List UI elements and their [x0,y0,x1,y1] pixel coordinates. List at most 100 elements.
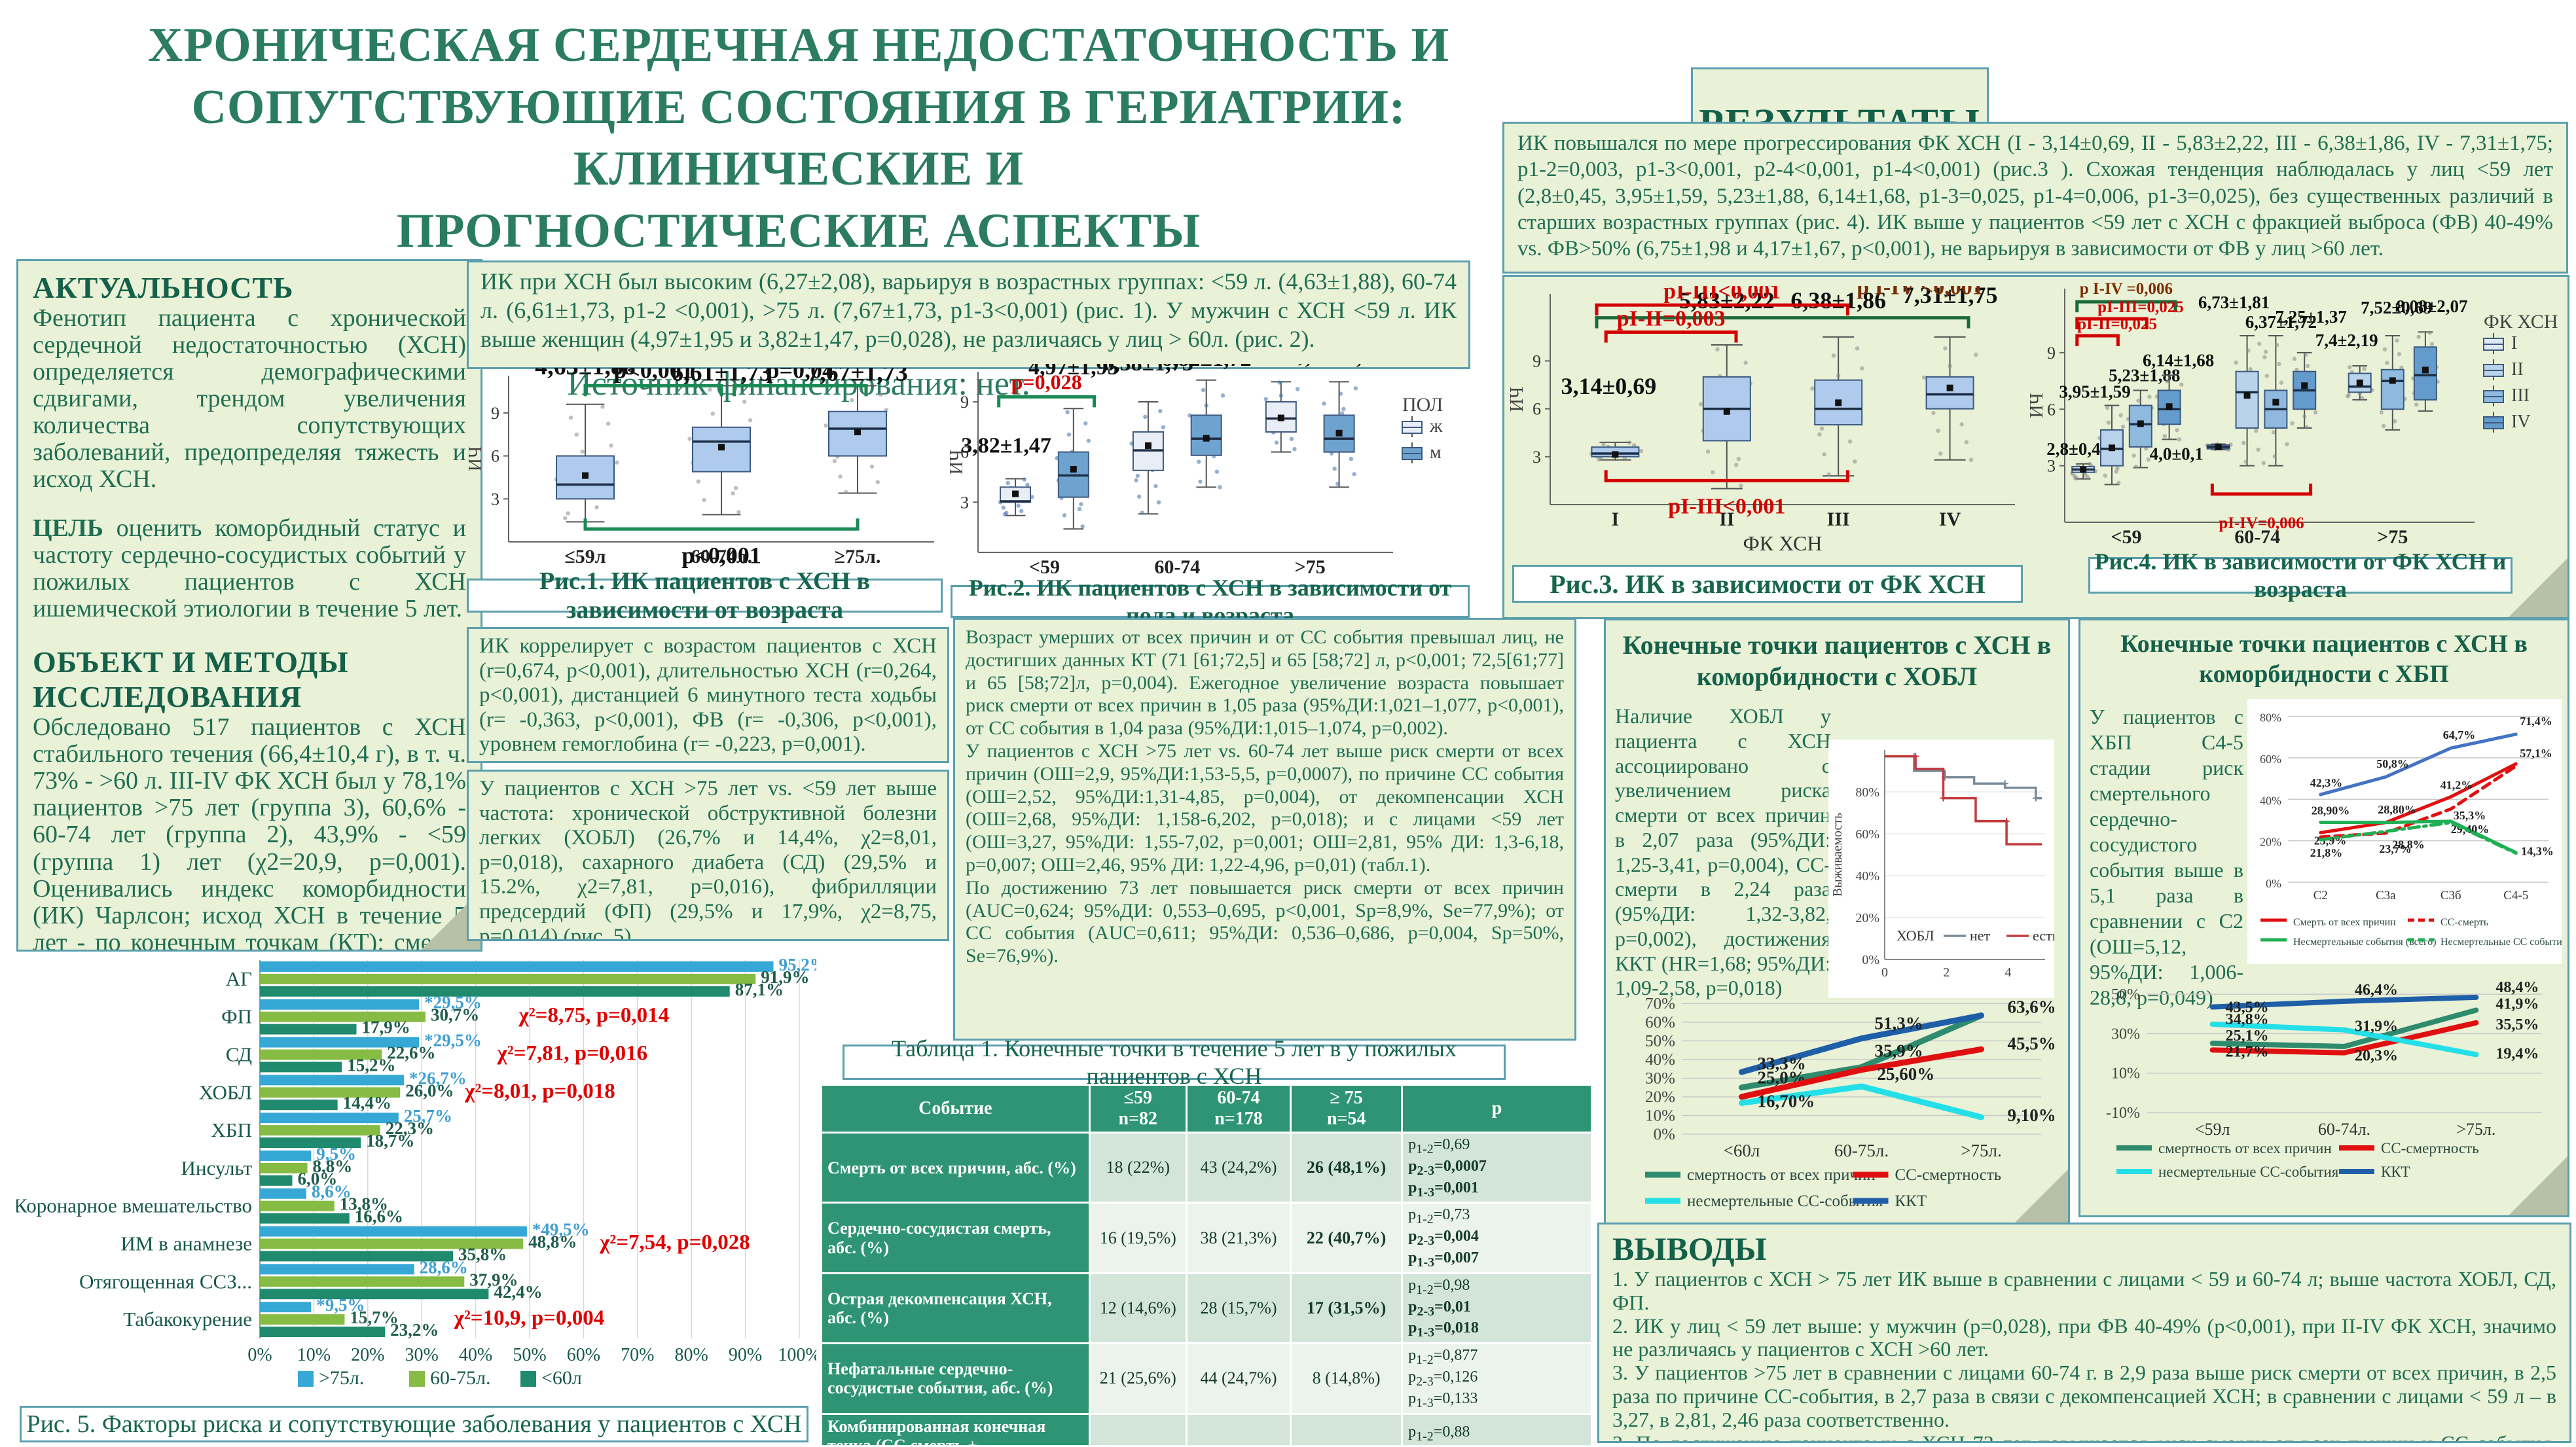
table-row: Нефатальные сердечно-сосудистые события,… [820,1342,1593,1415]
svg-text:0%: 0% [247,1345,272,1365]
svg-text:≤59л: ≤59л [564,546,606,567]
svg-text:СД: СД [226,1043,252,1066]
svg-text:8,08±2,07: 8,08±2,07 [2396,296,2467,316]
ckd-panel-title: Конечные точки пациентов с ХСН в коморби… [2120,630,2528,688]
svg-text:50%: 50% [2111,986,2140,1003]
svg-text:90%: 90% [729,1345,762,1365]
svg-text:34,8%: 34,8% [2226,1011,2269,1028]
svg-text:15,2%: 15,2% [347,1055,395,1075]
fig3-boxplot: 3 6 9 ИЧ I II III IV ФК ХСН 3,14±0,69 5,83±2,22 6,3… [1507,277,2025,564]
svg-text:p I-IV =0,006: p I-IV =0,006 [2080,281,2173,298]
panel-comorbidity-frequency: У пациентов с ХСН >75 лет vs. <59 лет вы… [467,770,949,941]
svg-text:28,90%: 28,90% [2312,804,2350,817]
table-cell-pvalues: p1-2=0,88p2-3=0,22p1-3=0,23 [1401,1412,1593,1445]
svg-text:9,10%: 9,10% [2008,1105,2055,1125]
svg-text:*29,5%: *29,5% [424,993,482,1012]
svg-text:3: 3 [1533,448,1541,467]
svg-text:40%: 40% [1855,869,1879,884]
panel-introduction: АКТУАЛЬНОСТЬ Фенотип пациента с хроничес… [16,259,482,952]
svg-text:25,7%: 25,7% [404,1106,452,1126]
svg-text:pI-IV=0,006: pI-IV=0,006 [2219,514,2304,532]
svg-text:>75: >75 [1295,556,1326,578]
svg-text:С3а: С3а [2376,889,2396,902]
fig2-caption: Рис.2. ИК пациентов с ХСН в зависимости … [951,575,1470,628]
svg-text:0%: 0% [2266,877,2281,890]
table-header-cell: ≥ 75 n=54 [1290,1084,1404,1134]
svg-text:64,7%: 64,7% [2443,728,2476,741]
svg-text:9: 9 [491,404,499,423]
hoblline-svg: 0% 10%20%30%40%50%60% 70% <60л 60-75л. >75л. 2… [1645,995,2056,1210]
svg-text:II: II [2511,359,2524,380]
svg-text:нет: нет [1970,927,1991,944]
svg-text:31,9%: 31,9% [2355,1018,2398,1035]
svg-text:60-74л.: 60-74л. [2318,1120,2370,1139]
svg-text:pI-III<0,001: pI-III<0,001 [1668,494,1785,518]
table-cell-event: Комбинированная конечная точка (СС смерт… [820,1412,1091,1445]
svg-text:9: 9 [2047,344,2056,363]
svg-text:37,9%: 37,9% [469,1270,518,1289]
table-row: Сердечно-сосудистая смерть, абс. (%) 16 (… [820,1202,1593,1274]
svg-text:41,2%: 41,2% [2440,779,2473,792]
svg-text:несмертельные СС-события: несмертельные СС-события [1687,1192,1883,1210]
svg-text:м: м [1430,442,1442,463]
svg-text:6,0%: 6,0% [297,1169,337,1188]
svg-text:28,6%: 28,6% [420,1257,468,1277]
svg-text:>75л.: >75л. [319,1367,364,1389]
ckd-stage-linechart: 0% 20% 40% 60% 80% С2 С3а С3б С4-5 42,3% 50,8% 64,7… [2247,699,2567,964]
svg-text:*29,5%: *29,5% [424,1031,482,1050]
svg-text:60-74: 60-74 [2234,526,2280,548]
heading-goal: ЦЕЛЬ [33,514,103,543]
svg-text:20%: 20% [351,1345,384,1365]
heading-methods: ОБЪЕКТ И МЕТОДЫ ИССЛЕДОВАНИЯ [33,645,349,714]
svg-text:60-75л.: 60-75л. [1834,1141,1889,1160]
svg-text:ФК ХСН: ФК ХСН [1743,531,1823,555]
funding-line: Источник финансирования: нет. [567,365,1030,402]
svg-text:III: III [1827,509,1850,530]
svg-text:Смерть от всех причин: Смерть от всех причин [2293,917,2396,928]
svg-text:3: 3 [2047,457,2056,476]
fig2-svg: 369ИЧ<5960-74>753,82±1,474,97±1,956,38±1… [947,343,1443,578]
svg-text:ХБП: ХБП [211,1118,252,1141]
svg-text:5,83±2,22: 5,83±2,22 [1679,287,1775,313]
svg-text:23,2%: 23,2% [390,1320,439,1340]
svg-text:6: 6 [1533,400,1541,419]
svg-text:СС-смертность: СС-смертность [1895,1166,2002,1184]
svg-text:10%: 10% [1645,1107,1675,1124]
svg-text:48,4%: 48,4% [2495,979,2539,996]
svg-text:21,7%: 21,7% [2226,1043,2269,1060]
svg-text:28,80%: 28,80% [2378,803,2416,816]
svg-text:ИЧ: ИЧ [2028,393,2047,418]
svg-text:>75: >75 [2377,526,2408,548]
svg-text:Коронарное вмешательство: Коронарное вмешательство [16,1194,252,1217]
svg-text:14,3%: 14,3% [2521,845,2554,858]
svg-text:С4-5: С4-5 [2503,889,2528,902]
fig5-barchart: 0%10%20%30%40%50%60%70%80%90%100%АГ95,2%… [14,952,827,1404]
page-title: ХРОНИЧЕСКАЯ СЕРДЕЧНАЯ НЕДОСТАТОЧНОСТЬ И … [147,18,1450,259]
table-header-cell: Событие [820,1084,1091,1134]
table-cell-value: 38 (21,3%) [1185,1202,1292,1274]
svg-text:22,6%: 22,6% [387,1043,435,1062]
fig1-svg: 369ИЧ≤59л60-74л.≥75л.4,63±1,886,61±1,737… [465,353,934,568]
panel-results-text: ИК повышался по мере прогрессирования ФК… [1502,122,2568,274]
fig4-boxplot: 3 6 9 ИЧ <59 60-74 >75 2,8±0,45 3,95±1,59 5,23±1,… [2027,280,2558,556]
svg-text:42,3%: 42,3% [2310,776,2343,789]
svg-text:57,1%: 57,1% [2520,747,2552,760]
table-cell-pvalues: p1-2=0,98 p2-3=0,01 p1-3=0,018 [1401,1272,1593,1345]
svg-text:80%: 80% [2260,711,2281,724]
svg-text:>75л.: >75л. [1961,1141,2001,1160]
svg-text:6: 6 [2047,400,2056,419]
svg-text:60%: 60% [1645,1014,1675,1031]
endpoints-table: Событие ≤59 n=82 60-74 n=178 ≥ 75 n=54 p Смерть … [820,1084,1593,1445]
svg-text:IV: IV [2511,412,2531,432]
fig2-boxplot: 369ИЧ<5960-74>753,82±1,474,97±1,956,38±1… [947,343,1472,584]
svg-text:40%: 40% [2260,794,2281,807]
svg-text:42,4%: 42,4% [494,1282,542,1302]
svg-text:0%: 0% [1654,1126,1675,1143]
svg-text:33,3%: 33,3% [1758,1054,1806,1073]
mortality-age-p3: По достижению 73 лет повышается риск сме… [966,876,1564,967]
svg-text:46,4%: 46,4% [2355,982,2398,999]
table1-endpoints: Событие ≤59 n=82 60-74 n=178 ≥ 75 n=54 p Смерть … [820,1084,1593,1445]
panel-ci-age-summary: ИК при ХСН был высоким (6,27±2,08), варь… [467,260,1470,369]
hbp2-svg: -10% 10% 30% 50% <59л 60-74л. >75л. 25,1% 41,9% 2… [2106,979,2542,1180]
